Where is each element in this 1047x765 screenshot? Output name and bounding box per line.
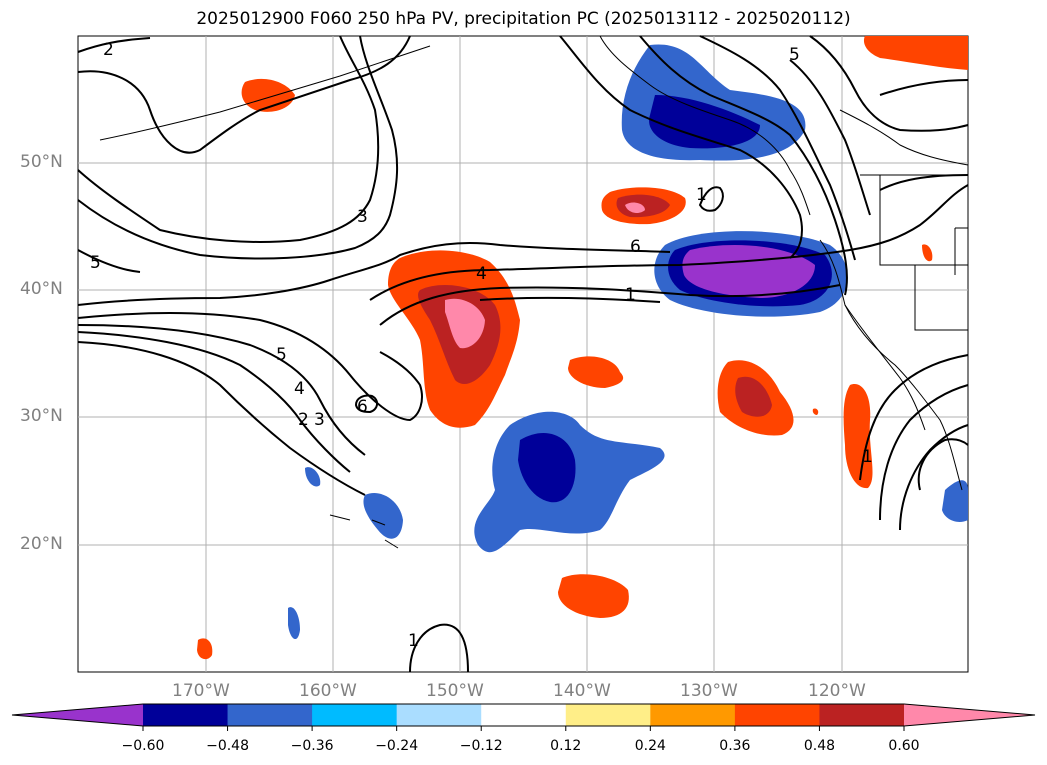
positive-peak-central-pacific <box>445 298 485 349</box>
pv-contours <box>77 35 969 673</box>
lat-label: 40°N <box>20 279 63 299</box>
colorbar-segment <box>227 704 313 726</box>
negative-core-subtropical <box>518 432 576 503</box>
colorbar-segment <box>312 704 398 726</box>
contour-label: 6 <box>357 397 368 417</box>
colorbar-segment <box>734 704 820 726</box>
lon-label: 150°W <box>426 681 484 701</box>
positive-core-baja-offshore <box>735 376 772 417</box>
contour-label: 4 <box>294 379 305 399</box>
negative-core-gulf-alaska <box>649 95 760 149</box>
colorbar-extend-low <box>12 704 143 726</box>
negative-anomaly-small-2 <box>288 607 300 640</box>
contour-label: 3 <box>357 207 368 227</box>
map-frame <box>77 35 969 673</box>
colorbar-tick-label: 0.48 <box>803 738 836 754</box>
colorbar-segment <box>396 704 482 726</box>
colorbar-segment <box>143 704 229 726</box>
chart-title: 2025012900 F060 250 hPa PV, precipitatio… <box>196 9 851 29</box>
lon-label: 140°W <box>553 681 611 701</box>
colorbar-tick-label: −0.36 <box>290 738 334 754</box>
contour-label: 6 <box>630 237 641 257</box>
colorbar-segment <box>565 704 651 726</box>
colorbar-extend-high <box>904 704 1035 726</box>
positive-peak-45n <box>625 202 645 213</box>
lat-label: 20°N <box>20 534 63 554</box>
contour-label: 3 <box>314 410 325 430</box>
lon-label: 120°W <box>808 681 866 701</box>
colorbar-tick-label: −0.24 <box>375 738 419 754</box>
positive-core-45n <box>616 194 670 218</box>
negative-anomaly-hawaii <box>363 492 403 539</box>
colorbar-tick-label: −0.12 <box>459 738 503 754</box>
contour-labels: 2 5 3 6 4 1 5 4 2 3 6 5 1 1 1 <box>90 40 873 651</box>
positive-anomaly-small-2 <box>922 244 933 262</box>
colorbar-tick-label: 0.60 <box>888 738 920 754</box>
contour-label: 2 <box>298 410 309 430</box>
contour-label: 4 <box>476 264 487 284</box>
colorbar-tick-label: 0.24 <box>634 738 666 754</box>
colorbar-segment <box>481 704 567 726</box>
contour-label: 2 <box>103 40 114 60</box>
colorbar-tick-label: 0.36 <box>719 738 751 754</box>
contour-label: 5 <box>789 45 800 65</box>
lon-label: 170°W <box>172 681 230 701</box>
positive-anomaly-northeast <box>863 36 968 70</box>
colorbar-segment <box>819 704 905 726</box>
positive-anomaly-35n <box>568 356 624 388</box>
lon-label: 160°W <box>299 681 357 701</box>
negative-anomaly-small-1 <box>305 467 321 487</box>
contour-label: 1 <box>408 631 419 651</box>
contour-label: 1 <box>625 285 636 305</box>
lon-label: 130°W <box>680 681 738 701</box>
contour-label: 1 <box>862 447 873 467</box>
positive-anomaly-mexico-coast <box>843 384 873 489</box>
colorbar-segment <box>650 704 736 726</box>
positive-anomaly-15n <box>558 574 629 618</box>
lat-label: 50°N <box>20 152 63 172</box>
colorbar-tick-label: 0.12 <box>550 738 582 754</box>
colorbar-tick-label: −0.60 <box>121 738 165 754</box>
colorbar <box>11 703 1036 731</box>
contour-label: 5 <box>276 345 287 365</box>
contour-label: 5 <box>90 253 101 273</box>
contour-label: 1 <box>696 185 707 205</box>
negative-anomaly-mexico <box>942 480 968 522</box>
positive-anomaly-small-3 <box>812 408 819 415</box>
positive-anomaly-small-1 <box>197 638 213 660</box>
colorbar-tick-label: −0.48 <box>206 738 249 754</box>
lat-label: 30°N <box>20 406 63 426</box>
